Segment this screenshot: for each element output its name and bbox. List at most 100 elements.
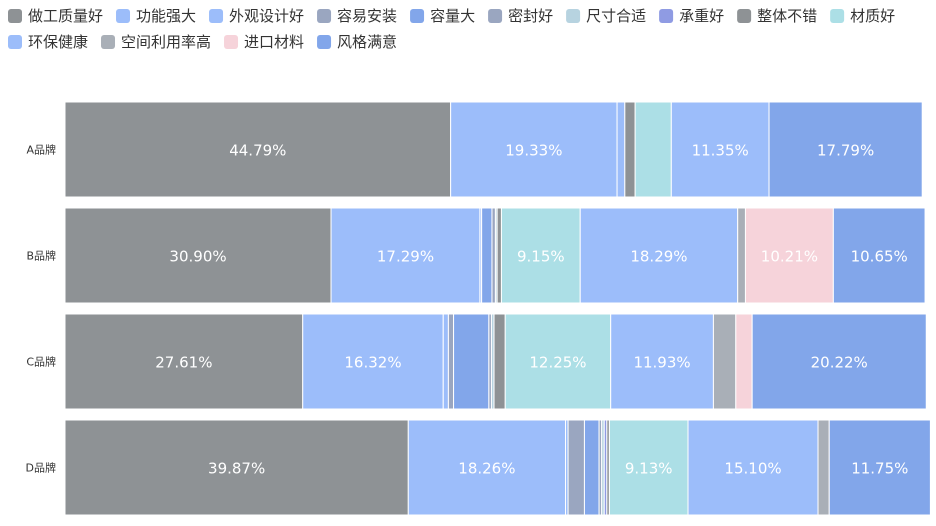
bar-segment[interactable] bbox=[64, 313, 304, 410]
data-label: 30.90% bbox=[169, 248, 226, 266]
legend-item[interactable]: 进口材料 bbox=[224, 33, 304, 51]
bar-segment[interactable] bbox=[670, 101, 770, 198]
legend-item[interactable]: 材质好 bbox=[830, 7, 895, 25]
legend-item[interactable]: 做工质量好 bbox=[8, 7, 103, 25]
legend-swatch bbox=[659, 9, 674, 23]
bar-group: D品牌 39.87% 18.26% 9.13% 15.10% 11.75% bbox=[26, 419, 931, 516]
legend-item[interactable]: 外观设计好 bbox=[209, 7, 304, 25]
legend-item[interactable]: 风格满意 bbox=[317, 33, 397, 51]
legend-item[interactable]: 容易安装 bbox=[317, 7, 397, 25]
legend-swatch bbox=[224, 35, 239, 49]
data-label: 16.32% bbox=[344, 354, 401, 372]
bar-segment[interactable] bbox=[610, 313, 714, 410]
bar-segment[interactable] bbox=[500, 207, 581, 304]
bar-segment[interactable] bbox=[828, 419, 931, 516]
legend-label: 环保健康 bbox=[28, 33, 88, 51]
legend-label: 做工质量好 bbox=[28, 7, 103, 25]
legend-swatch bbox=[317, 9, 332, 23]
legend-label: 容易安装 bbox=[337, 7, 397, 25]
category-label: B品牌 bbox=[26, 249, 56, 263]
data-label: 19.33% bbox=[505, 142, 562, 160]
bar-segment[interactable] bbox=[751, 313, 927, 410]
data-label: 44.79% bbox=[229, 142, 286, 160]
legend-item[interactable]: 密封好 bbox=[488, 7, 553, 25]
legend-label: 承重好 bbox=[679, 7, 724, 25]
bar-segment[interactable] bbox=[817, 419, 830, 516]
data-label: 11.35% bbox=[692, 142, 749, 160]
data-label: 11.75% bbox=[851, 460, 908, 478]
bar-segment[interactable] bbox=[616, 101, 626, 198]
legend-swatch bbox=[488, 9, 503, 23]
data-label: 9.15% bbox=[517, 248, 565, 266]
legend-swatch bbox=[317, 35, 332, 49]
data-label: 10.21% bbox=[761, 248, 818, 266]
bar-segment[interactable] bbox=[687, 419, 819, 516]
bar-segment[interactable] bbox=[453, 313, 490, 410]
legend-label: 整体不错 bbox=[757, 7, 817, 25]
legend-swatch bbox=[116, 9, 131, 23]
bar-segment[interactable] bbox=[735, 313, 753, 410]
bar-segment[interactable] bbox=[496, 207, 502, 304]
bar-segment[interactable] bbox=[768, 101, 923, 198]
data-label: 17.79% bbox=[817, 142, 874, 160]
legend-swatch bbox=[101, 35, 116, 49]
bar-segment[interactable] bbox=[64, 101, 452, 198]
bar-segment[interactable] bbox=[567, 419, 585, 516]
legend-swatch bbox=[410, 9, 425, 23]
bar-segment[interactable] bbox=[481, 207, 493, 304]
legend: 做工质量好 功能强大 外观设计好 容易安装 容量大 密封好 尺寸合适 承重好 整体不错 材质好环保… bbox=[8, 7, 895, 51]
bar-segment[interactable] bbox=[583, 419, 600, 516]
legend-swatch bbox=[566, 9, 581, 23]
bar-group: C品牌 27.61% 16.32% 12.25% 11.93% 20.22% bbox=[26, 313, 927, 410]
bar-segment[interactable] bbox=[491, 207, 496, 304]
bar-segment[interactable] bbox=[634, 101, 672, 198]
data-label: 20.22% bbox=[811, 354, 868, 372]
category-label: A品牌 bbox=[26, 143, 56, 157]
bar-segment[interactable] bbox=[744, 207, 834, 304]
legend-item[interactable]: 功能强大 bbox=[116, 7, 196, 25]
bar-segment[interactable] bbox=[712, 313, 737, 410]
data-label: 9.13% bbox=[625, 460, 673, 478]
bar-segment[interactable] bbox=[64, 419, 409, 516]
data-label: 18.26% bbox=[458, 460, 515, 478]
legend-item[interactable]: 空间利用率高 bbox=[101, 33, 211, 51]
data-label: 39.87% bbox=[208, 460, 265, 478]
data-label: 15.10% bbox=[724, 460, 781, 478]
bar-group: A品牌 44.79% 19.33% 11.35% 17.79% bbox=[26, 101, 923, 198]
legend-label: 外观设计好 bbox=[229, 7, 304, 25]
legend-swatch bbox=[8, 35, 22, 49]
bar-segment[interactable] bbox=[447, 313, 455, 410]
bar-segment[interactable] bbox=[442, 313, 449, 410]
bar-segment[interactable] bbox=[407, 419, 566, 516]
bar-segment[interactable] bbox=[624, 101, 636, 198]
bar-segment[interactable] bbox=[579, 207, 739, 304]
legend-label: 尺寸合适 bbox=[586, 7, 646, 25]
bar-segment[interactable] bbox=[330, 207, 481, 304]
legend-item[interactable]: 整体不错 bbox=[737, 7, 817, 25]
bar-segment[interactable] bbox=[493, 313, 506, 410]
data-label: 11.93% bbox=[633, 354, 690, 372]
bar-segment[interactable] bbox=[832, 207, 926, 304]
legend-item[interactable]: 尺寸合适 bbox=[566, 7, 646, 25]
data-label: 10.65% bbox=[851, 248, 908, 266]
legend-swatch bbox=[209, 9, 224, 23]
bar-segment[interactable] bbox=[450, 101, 618, 198]
data-label: 12.25% bbox=[529, 354, 586, 372]
legend-label: 风格满意 bbox=[337, 33, 397, 51]
bar-group: B品牌 30.90% 17.29% 9.15% 18.29% 10.21% 10.65% bbox=[26, 207, 926, 304]
legend-label: 材质好 bbox=[850, 7, 895, 25]
category-label: D品牌 bbox=[26, 461, 56, 475]
legend-label: 功能强大 bbox=[136, 7, 196, 25]
bar-segment[interactable] bbox=[608, 419, 689, 516]
bar-segment[interactable] bbox=[737, 207, 746, 304]
bar-segment[interactable] bbox=[64, 207, 332, 304]
legend-label: 容量大 bbox=[430, 7, 475, 25]
bar-segment[interactable] bbox=[504, 313, 612, 410]
legend-swatch bbox=[8, 9, 22, 23]
bar-segment[interactable] bbox=[302, 313, 444, 410]
legend-label: 密封好 bbox=[508, 7, 553, 25]
legend-item[interactable]: 环保健康 bbox=[8, 33, 88, 51]
legend-item[interactable]: 承重好 bbox=[659, 7, 724, 25]
legend-item[interactable]: 容量大 bbox=[410, 7, 475, 25]
